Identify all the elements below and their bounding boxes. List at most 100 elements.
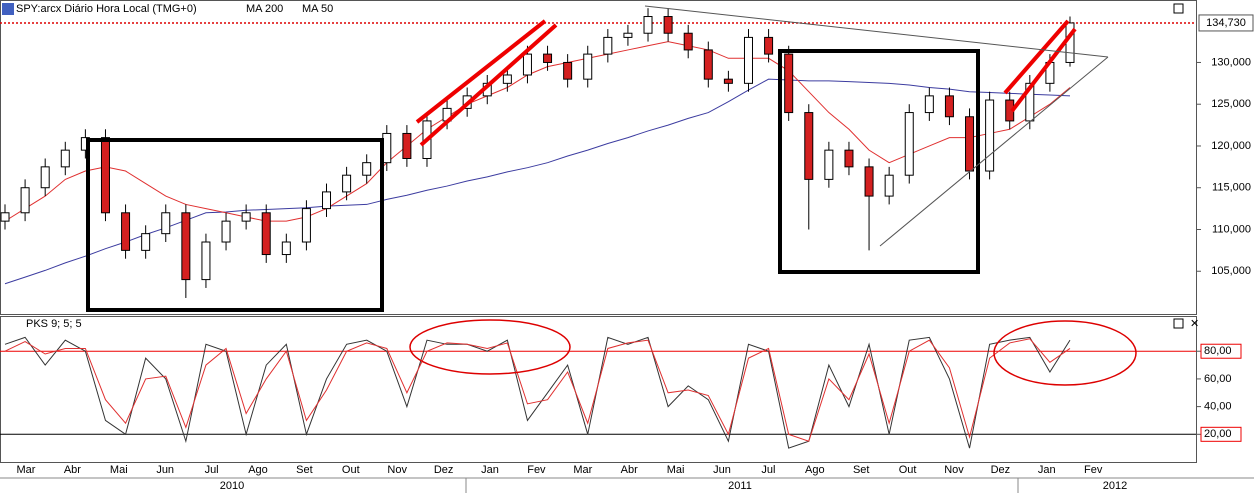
year-label: 2012 bbox=[1103, 480, 1127, 492]
x-tick-label: Set bbox=[296, 464, 313, 476]
candle-body bbox=[261, 212, 271, 256]
x-tick-label: Abr bbox=[621, 464, 638, 476]
candle-body bbox=[623, 32, 633, 38]
x-tick-label: Abr bbox=[64, 464, 81, 476]
x-tick-label: Out bbox=[342, 464, 360, 476]
candle-body bbox=[121, 212, 131, 251]
x-tick-label: Out bbox=[899, 464, 917, 476]
x-tick-label: Dez bbox=[991, 464, 1011, 476]
candle-body bbox=[703, 49, 713, 80]
candle-body bbox=[342, 174, 352, 193]
candle-body bbox=[844, 149, 854, 168]
trend-line bbox=[879, 56, 1109, 247]
candle-body bbox=[40, 166, 50, 189]
x-tick-label: Jul bbox=[761, 464, 775, 476]
candle-body bbox=[221, 220, 231, 243]
y-tick-label: 125,000 bbox=[1211, 98, 1251, 110]
candle-body bbox=[583, 53, 593, 80]
candle-body bbox=[804, 112, 814, 180]
candle-body bbox=[563, 61, 573, 80]
candle-body bbox=[904, 112, 914, 176]
year-label: 2010 bbox=[220, 480, 244, 492]
candle-body bbox=[944, 95, 954, 118]
x-tick-label: Jun bbox=[156, 464, 174, 476]
candle-body bbox=[20, 187, 30, 214]
maximize-button[interactable] bbox=[1173, 318, 1184, 329]
moving-average bbox=[4, 41, 1071, 222]
candle-body bbox=[181, 212, 191, 281]
x-tick-label: Ago bbox=[248, 464, 268, 476]
trend-line bbox=[419, 23, 558, 147]
y-tick-label: 40,00 bbox=[1204, 401, 1232, 413]
ellipse-annotation bbox=[993, 320, 1137, 386]
oscillator-line bbox=[4, 336, 1071, 449]
candle-body bbox=[643, 16, 653, 34]
price-panel bbox=[0, 0, 1197, 315]
tick-highlight bbox=[1200, 426, 1242, 442]
ellipse-annotation bbox=[409, 319, 571, 375]
box-annotation bbox=[86, 138, 384, 312]
candle-body bbox=[201, 241, 211, 281]
candle-body bbox=[884, 174, 894, 197]
maximize-button[interactable] bbox=[1173, 3, 1184, 14]
candle-body bbox=[723, 78, 733, 84]
candle-body bbox=[743, 36, 753, 84]
y-tick-label: 60,00 bbox=[1204, 373, 1232, 385]
x-tick-label: Dez bbox=[434, 464, 454, 476]
candle-body bbox=[1025, 82, 1035, 122]
symbol-icon[interactable] bbox=[2, 3, 14, 15]
candle-body bbox=[502, 74, 512, 84]
candle-body bbox=[924, 95, 934, 114]
chart-title[interactable]: SPY:arcx Diário Hora Local (TMG+0) bbox=[16, 3, 197, 15]
x-tick-label: Mar bbox=[573, 464, 592, 476]
oscillator-panel bbox=[0, 316, 1197, 463]
legend-entry[interactable]: MA 50 bbox=[302, 3, 333, 15]
candle-body bbox=[100, 137, 110, 214]
candle-body bbox=[141, 233, 151, 251]
x-tick-label: Jan bbox=[1038, 464, 1056, 476]
candle-body bbox=[522, 53, 532, 76]
candle-body bbox=[402, 132, 412, 160]
last-price-box bbox=[1198, 14, 1254, 32]
x-tick-label: Jul bbox=[205, 464, 219, 476]
candle-body bbox=[764, 36, 774, 55]
x-tick-label: Jun bbox=[713, 464, 731, 476]
oscillator-line bbox=[4, 338, 1071, 442]
y-tick-label: 130,000 bbox=[1211, 56, 1251, 68]
trend-line bbox=[644, 5, 1109, 58]
close-button[interactable]: ✕ bbox=[1190, 318, 1199, 330]
candle-body bbox=[543, 53, 553, 63]
candle-body bbox=[824, 149, 834, 180]
candle-body bbox=[784, 53, 794, 114]
candle-body bbox=[864, 166, 874, 197]
tick-highlight bbox=[1200, 343, 1242, 359]
candle-body bbox=[322, 191, 332, 210]
x-tick-label: Mai bbox=[667, 464, 685, 476]
candle-body bbox=[301, 208, 311, 243]
candle-body bbox=[362, 162, 372, 176]
chart-title[interactable]: PKS 9; 5; 5 bbox=[26, 318, 82, 330]
y-tick-label: 20,00 bbox=[1204, 428, 1232, 440]
y-tick-label: 120,000 bbox=[1211, 140, 1251, 152]
x-tick-label: Fev bbox=[527, 464, 546, 476]
x-tick-label: Nov bbox=[387, 464, 407, 476]
x-tick-label: Mar bbox=[17, 464, 36, 476]
x-tick-label: Mai bbox=[110, 464, 128, 476]
last-price-label: 134,730 bbox=[1206, 17, 1246, 29]
annotations bbox=[86, 5, 1137, 386]
x-tick-label: Fev bbox=[1084, 464, 1103, 476]
legend-entry[interactable]: MA 200 bbox=[246, 3, 283, 15]
candle-body bbox=[281, 241, 291, 256]
year-label: 2011 bbox=[728, 480, 752, 492]
candle-body bbox=[683, 32, 693, 51]
y-tick-label: 105,000 bbox=[1211, 265, 1251, 277]
trend-line bbox=[1010, 27, 1077, 113]
candle-body bbox=[985, 99, 995, 172]
trend-line bbox=[1003, 19, 1070, 95]
candle-body bbox=[965, 116, 975, 172]
box-annotation bbox=[778, 49, 980, 274]
candle-body bbox=[161, 212, 171, 235]
candle-body bbox=[663, 16, 673, 34]
x-tick-label: Set bbox=[853, 464, 870, 476]
